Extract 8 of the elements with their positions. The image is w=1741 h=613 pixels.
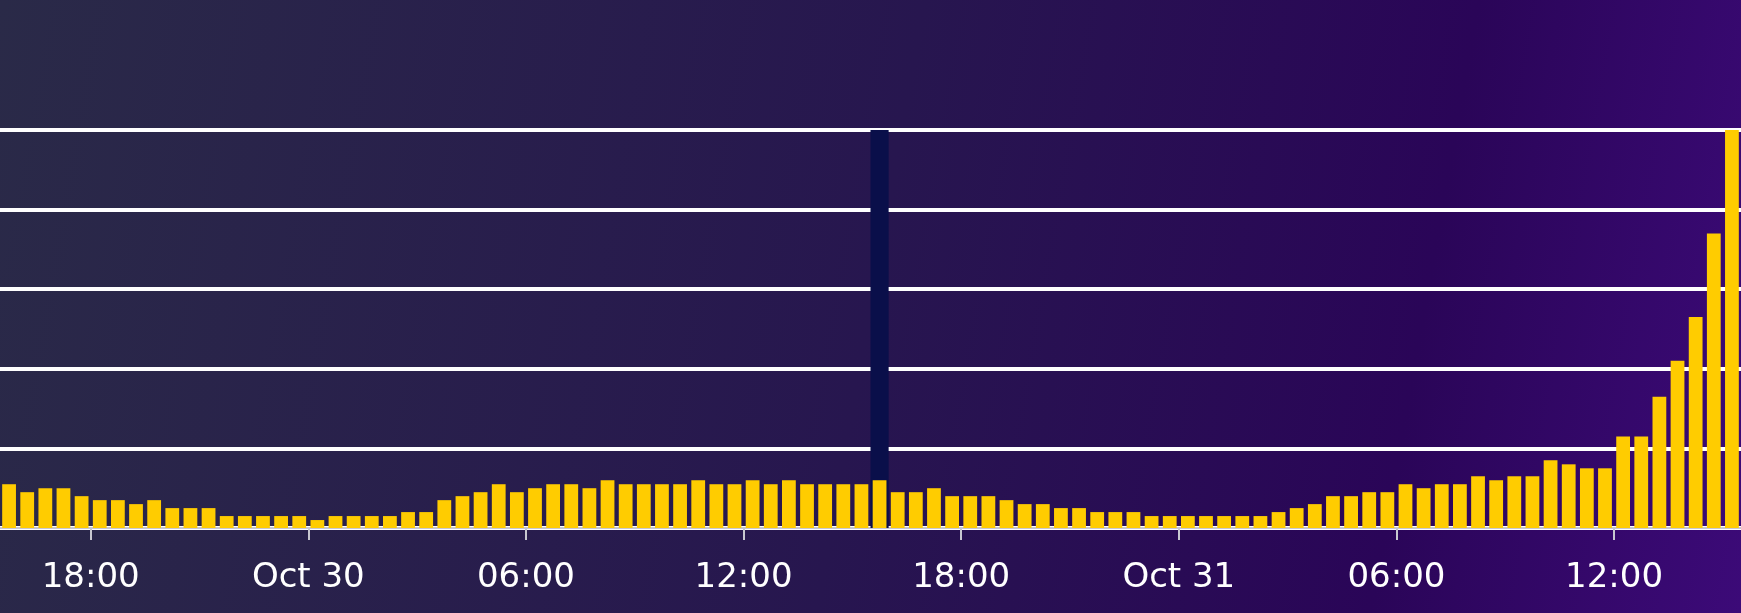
x-tick-label: Oct 30 xyxy=(251,555,365,595)
x-tick-label: 12:00 xyxy=(1565,555,1664,595)
x-tick-label: 18:00 xyxy=(912,555,1011,595)
x-tick-label: 06:00 xyxy=(476,555,575,595)
x-tick-label: 06:00 xyxy=(1347,555,1446,595)
x-tick-label: 18:00 xyxy=(41,555,140,595)
x-tick-label: 12:00 xyxy=(694,555,793,595)
x-tick-label: Oct 31 xyxy=(1122,555,1236,595)
